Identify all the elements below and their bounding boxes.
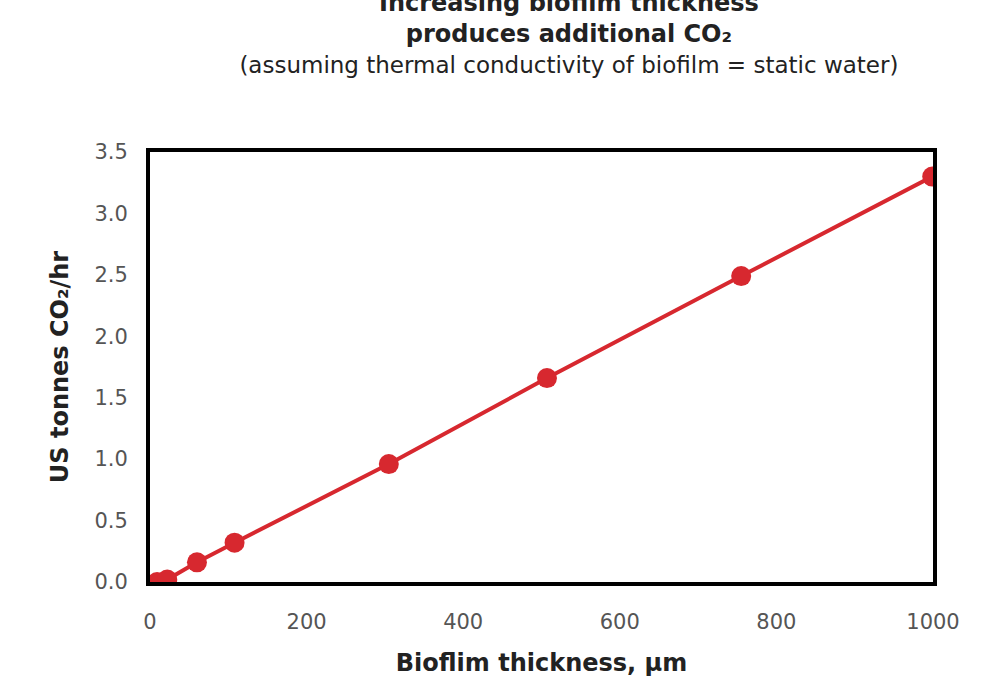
svg-text:800: 800: [756, 610, 796, 634]
svg-text:400: 400: [443, 610, 483, 634]
svg-text:600: 600: [600, 610, 640, 634]
svg-text:1000: 1000: [906, 610, 959, 634]
svg-text:1.0: 1.0: [94, 447, 127, 471]
svg-text:0.5: 0.5: [94, 509, 127, 533]
svg-text:200: 200: [287, 610, 327, 634]
svg-text:3.0: 3.0: [94, 202, 127, 226]
svg-text:3.5: 3.5: [94, 140, 127, 164]
svg-text:Increasing biofilm thicknesspr: Increasing biofilm thicknessproduces add…: [239, 0, 898, 78]
svg-text:2.5: 2.5: [94, 263, 127, 287]
svg-text:2.0: 2.0: [94, 325, 127, 349]
svg-text:0: 0: [143, 610, 156, 634]
svg-text:Bioflim thickness, μm: Bioflim thickness, μm: [396, 649, 687, 677]
svg-text:0.0: 0.0: [94, 570, 127, 594]
svg-text:US tonnes CO₂/hr: US tonnes CO₂/hr: [46, 251, 74, 484]
svg-text:1.5: 1.5: [94, 386, 127, 410]
